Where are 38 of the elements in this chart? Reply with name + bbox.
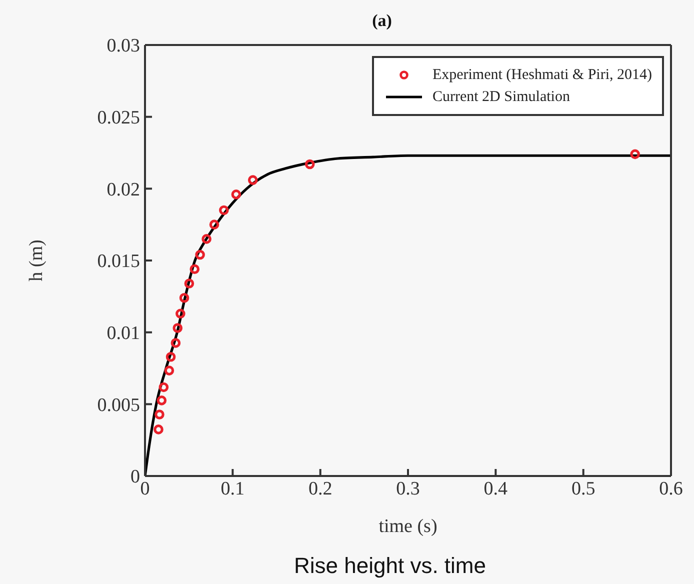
y-tick-label: 0.005 — [97, 394, 140, 416]
legend-label: Experiment (Heshmati & Piri, 2014) — [432, 66, 652, 84]
point — [164, 366, 174, 376]
y-axis-title: h (m) — [26, 240, 47, 282]
x-tick-label: 0.2 — [308, 478, 332, 500]
y-tick-label: 0.015 — [97, 251, 140, 272]
point — [154, 410, 164, 420]
point — [202, 234, 212, 244]
x-tick-label: 0.6 — [659, 478, 683, 500]
point — [179, 292, 190, 303]
legend-label: Current 2D Simulation — [432, 88, 570, 106]
text: Rise height vs. time — [293, 553, 487, 579]
x-tick-label: 0.3 — [396, 478, 420, 500]
point — [166, 352, 176, 362]
y-tick-label: 0.03 — [106, 36, 140, 57]
point — [170, 338, 181, 348]
point — [231, 190, 242, 200]
point — [156, 396, 167, 406]
y-tick-label: 0.01 — [106, 323, 140, 344]
x-axis-title: time (s) — [378, 516, 438, 537]
point — [219, 205, 229, 216]
chart-title: (a) — [372, 11, 392, 30]
point — [195, 250, 205, 260]
y-tick-label: 0.025 — [97, 108, 140, 129]
point — [209, 220, 220, 230]
point — [630, 149, 640, 160]
x-tick-label: 0.1 — [220, 478, 245, 500]
x-tick-label: 0.4 — [484, 478, 508, 500]
point — [154, 424, 164, 434]
point — [184, 278, 194, 288]
point — [158, 382, 169, 392]
point — [190, 264, 200, 274]
point — [304, 159, 315, 170]
point — [176, 308, 186, 319]
y-tick-label: 0.02 — [106, 179, 140, 200]
point — [248, 175, 258, 185]
point — [172, 323, 183, 333]
x-tick-label: 0.5 — [571, 478, 596, 500]
